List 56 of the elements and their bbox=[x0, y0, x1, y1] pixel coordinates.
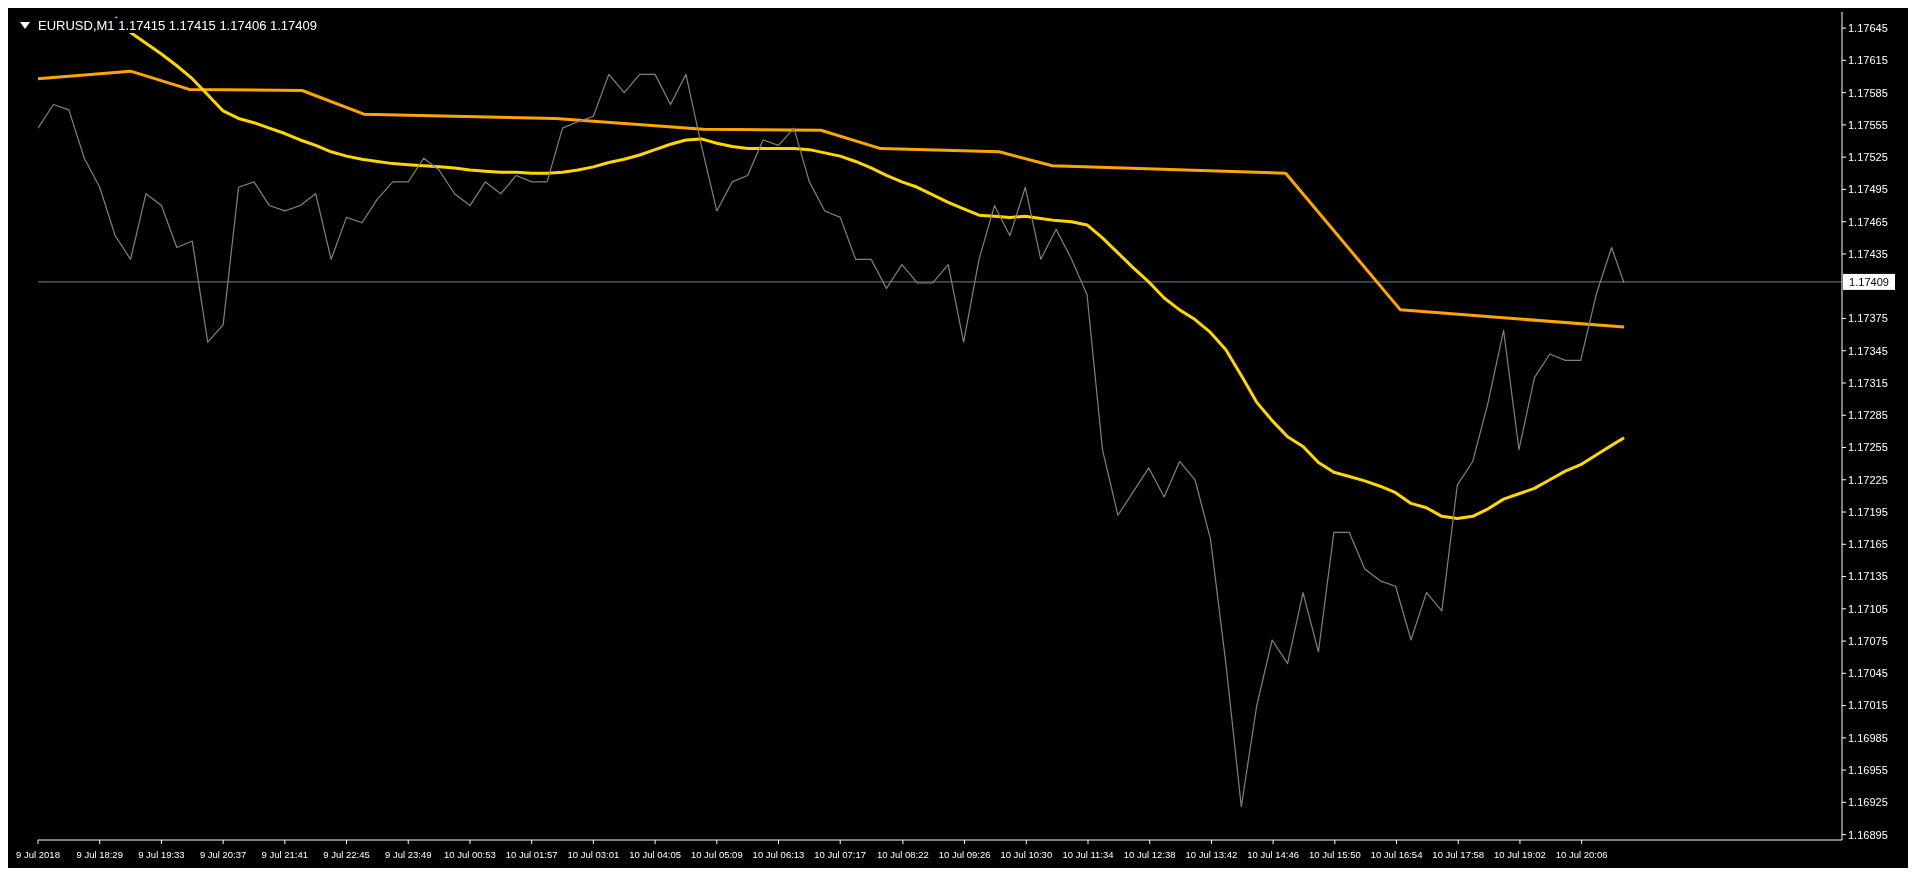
y-tick-label: 1.16985 bbox=[1848, 731, 1888, 744]
y-tick-label: 1.17165 bbox=[1848, 538, 1888, 551]
y-tick-label: 1.17285 bbox=[1848, 409, 1888, 422]
text: EURUSD,M1 1.17415 1.17415 1.17406 1.17409 bbox=[36, 18, 319, 33]
y-tick-label: 1.16895 bbox=[1848, 828, 1888, 841]
x-tick-label: 10 Jul 12:38 bbox=[1123, 849, 1176, 860]
x-tick-label: 9 Jul 2018 bbox=[16, 849, 60, 860]
x-tick-label: 9 Jul 22:45 bbox=[323, 849, 370, 860]
x-tick-label: 10 Jul 15:50 bbox=[1308, 849, 1361, 860]
x-tick-label: 10 Jul 04:05 bbox=[629, 849, 681, 860]
y-tick-label: 1.17585 bbox=[1848, 86, 1888, 99]
y-tick-label: 1.17225 bbox=[1848, 473, 1888, 486]
x-tick-label: 10 Jul 00:53 bbox=[444, 849, 496, 860]
x-tick-label: 9 Jul 21:41 bbox=[261, 849, 309, 860]
y-tick-label: 1.17345 bbox=[1848, 344, 1888, 357]
x-tick-label: 10 Jul 03:01 bbox=[567, 849, 620, 860]
y-tick-label: 1.17645 bbox=[1848, 22, 1888, 35]
line-series bbox=[38, 69, 1626, 329]
line-series bbox=[113, 15, 1626, 520]
x-tick-label: 9 Jul 20:37 bbox=[199, 849, 247, 860]
x-tick-label: 10 Jul 09:26 bbox=[938, 849, 991, 860]
x-tick-label: 10 Jul 16:54 bbox=[1370, 849, 1423, 860]
x-tick-label: 10 Jul 05:09 bbox=[690, 849, 743, 860]
y-tick-label: 1.17075 bbox=[1848, 634, 1888, 647]
y-tick-label: 1.16925 bbox=[1848, 796, 1888, 809]
x-tick-label: 10 Jul 07:17 bbox=[814, 849, 867, 860]
y-tick-label: 1.17465 bbox=[1848, 215, 1888, 228]
x-tick-label: 10 Jul 06:13 bbox=[752, 849, 805, 860]
y-tick-label: 1.17495 bbox=[1848, 183, 1888, 196]
y-tick-label: 1.17105 bbox=[1848, 602, 1888, 615]
y-tick-label: 1.17555 bbox=[1848, 118, 1888, 131]
y-tick-label: 1.17135 bbox=[1848, 570, 1888, 583]
y-tick-label: 1.16955 bbox=[1848, 764, 1888, 777]
x-tick-label: 10 Jul 10:30 bbox=[1000, 849, 1053, 860]
x-tick-label: 9 Jul 23:49 bbox=[385, 849, 432, 860]
x-tick-label: 10 Jul 19:02 bbox=[1494, 849, 1546, 860]
y-tick-label: 1.17615 bbox=[1848, 54, 1888, 67]
line-series bbox=[38, 73, 1625, 808]
x-tick-label: 10 Jul 20:06 bbox=[1555, 849, 1608, 860]
y-tick-label: 1.17525 bbox=[1848, 151, 1888, 164]
y-tick-label: 1.17315 bbox=[1848, 376, 1888, 389]
x-tick-label: 9 Jul 19:33 bbox=[138, 849, 185, 860]
x-tick-label: 10 Jul 01:57 bbox=[505, 849, 558, 860]
x-tick-label: 10 Jul 17:58 bbox=[1432, 849, 1485, 860]
x-tick-label: 9 Jul 18:29 bbox=[76, 849, 123, 860]
x-tick-label: 10 Jul 14:46 bbox=[1247, 849, 1300, 860]
y-tick-label: 1.17195 bbox=[1848, 505, 1888, 518]
ref-line-label: 1.17409 bbox=[1849, 275, 1889, 288]
x-tick-label: 10 Jul 11:34 bbox=[1062, 849, 1114, 860]
y-tick-label: 1.17435 bbox=[1848, 247, 1888, 260]
y-tick-label: 1.17045 bbox=[1848, 667, 1888, 680]
y-tick-label: 1.17015 bbox=[1848, 699, 1888, 712]
x-tick-label: 10 Jul 08:22 bbox=[877, 849, 929, 860]
y-tick-label: 1.17255 bbox=[1848, 441, 1888, 454]
x-tick-label: 10 Jul 13:42 bbox=[1185, 849, 1238, 860]
y-tick-label: 1.17375 bbox=[1848, 312, 1888, 325]
